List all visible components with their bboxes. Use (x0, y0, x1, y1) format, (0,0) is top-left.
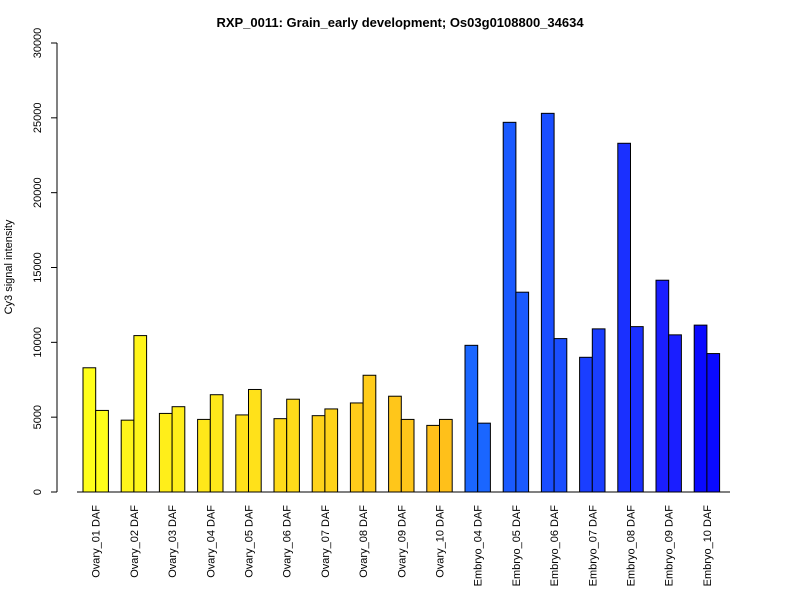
bar (591, 328, 606, 493)
bar (515, 291, 530, 493)
bar (171, 406, 186, 493)
x-category-label: Ovary_06 DAF (282, 505, 294, 578)
y-tick-label: 5000 (32, 405, 44, 429)
bar (311, 415, 326, 493)
bar (655, 279, 670, 493)
y-tick-label: 20000 (32, 177, 44, 208)
bar (426, 424, 440, 493)
bar (693, 324, 708, 493)
bar (502, 121, 517, 493)
bar (82, 367, 97, 493)
bar (286, 398, 300, 493)
y-axis: 0 5000 10000 15000 20000 25000 30000 (32, 28, 58, 495)
x-category-label: Ovary_05 DAF (244, 505, 256, 578)
y-tick-label: 0 (32, 489, 44, 495)
x-category-label: Embryo_08 DAF (626, 505, 638, 587)
bar (388, 395, 402, 493)
bar (209, 394, 224, 493)
y-tick-label: 10000 (32, 327, 44, 358)
bar (95, 409, 109, 493)
bar (668, 334, 682, 493)
bar (706, 353, 721, 493)
x-category-label: Embryo_07 DAF (587, 505, 599, 587)
bar (273, 418, 288, 493)
bar (197, 418, 211, 493)
x-category-label: Ovary_10 DAF (435, 505, 447, 578)
x-category-label: Ovary_08 DAF (358, 505, 370, 578)
x-category-label: Ovary_02 DAF (129, 505, 141, 578)
y-tick-label: 30000 (32, 28, 44, 59)
bar (617, 142, 631, 493)
category-labels: Ovary_01 DAF Ovary_02 DAF Ovary_03 DAF Ovar… (91, 505, 714, 587)
bar (133, 335, 148, 493)
y-tick-label: 25000 (32, 103, 44, 134)
bar (553, 338, 568, 493)
bar (579, 356, 593, 493)
x-category-label: Ovary_03 DAF (167, 505, 179, 578)
bar (120, 419, 135, 493)
x-category-label: Embryo_09 DAF (664, 505, 676, 587)
bar (349, 402, 364, 493)
bar (362, 374, 377, 493)
x-category-label: Embryo_04 DAF (473, 505, 485, 587)
x-category-label: Embryo_10 DAF (702, 505, 714, 587)
chart-title: RXP_0011: Grain_early development; Os03g… (216, 15, 584, 30)
bar (540, 112, 555, 493)
x-category-label: Ovary_01 DAF (91, 505, 103, 578)
y-tick-label: 15000 (32, 252, 44, 283)
bar (400, 418, 415, 493)
x-category-label: Ovary_07 DAF (320, 505, 332, 578)
bar (439, 418, 453, 493)
x-category-label: Ovary_09 DAF (396, 505, 408, 578)
bar (158, 412, 173, 493)
bar (324, 408, 339, 493)
bar (477, 422, 491, 493)
x-category-label: Ovary_04 DAF (205, 505, 217, 578)
x-category-label: Embryo_05 DAF (511, 505, 523, 587)
y-axis-label: Cy3 signal intensity (3, 219, 15, 314)
bar (464, 344, 479, 493)
bars-group (82, 112, 721, 493)
bar (248, 388, 262, 493)
bar (235, 414, 250, 493)
x-category-label: Embryo_06 DAF (549, 505, 561, 587)
bar (630, 326, 644, 493)
